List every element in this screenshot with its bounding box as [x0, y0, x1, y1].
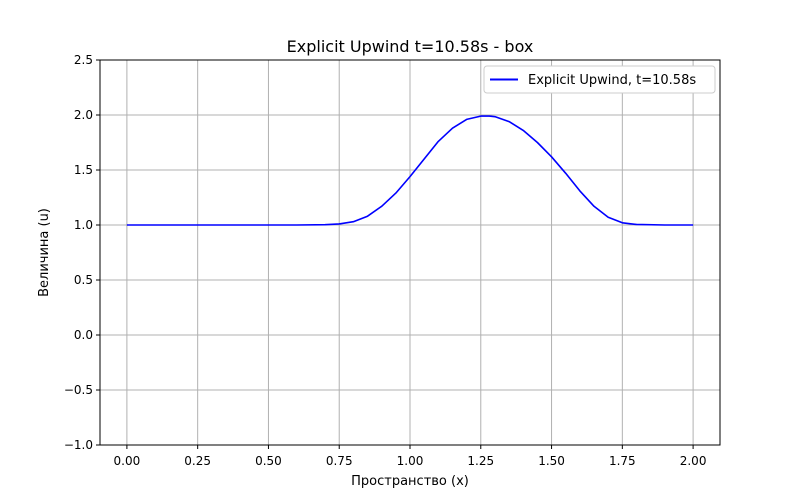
- plot-area: [126, 115, 694, 226]
- x-tick-label: 0.75: [326, 454, 353, 468]
- y-tick-label: 2.5: [74, 53, 93, 67]
- x-tick-label: 0.25: [184, 454, 211, 468]
- y-tick-label: 1.0: [74, 218, 93, 232]
- x-tick-label: 1.75: [609, 454, 636, 468]
- chart-title: Explicit Upwind t=10.58s - box: [287, 37, 534, 56]
- y-tick-label: 0.0: [74, 328, 93, 342]
- x-axis: 0.00 0.25 0.50 0.75 1.00 1.25 1.50 1.75 2.00: [114, 445, 707, 468]
- legend-label: Explicit Upwind, t=10.58s: [528, 73, 696, 88]
- y-tick-label: 0.5: [74, 273, 93, 287]
- x-tick-label: 0.50: [255, 454, 282, 468]
- x-tick-label: 2.00: [680, 454, 707, 468]
- x-axis-label: Пространство (x): [351, 474, 469, 489]
- y-tick-label: −1.0: [64, 438, 93, 452]
- legend: Explicit Upwind, t=10.58s: [483, 65, 716, 94]
- y-axis: −1.0 −0.5 0.0 0.5 1.0 1.5 2.0 2.5: [64, 53, 100, 452]
- y-tick-label: 2.0: [74, 108, 93, 122]
- x-tick-label: 1.25: [467, 454, 494, 468]
- x-tick-label: 1.50: [538, 454, 565, 468]
- x-tick-label: 0.00: [114, 454, 141, 468]
- y-tick-label: −0.5: [64, 383, 93, 397]
- y-axis-label: Величина (u): [37, 208, 52, 297]
- series-line: [126, 115, 694, 226]
- legend-box: [483, 65, 716, 94]
- x-tick-label: 1.00: [397, 454, 424, 468]
- y-tick-label: 1.5: [74, 163, 93, 177]
